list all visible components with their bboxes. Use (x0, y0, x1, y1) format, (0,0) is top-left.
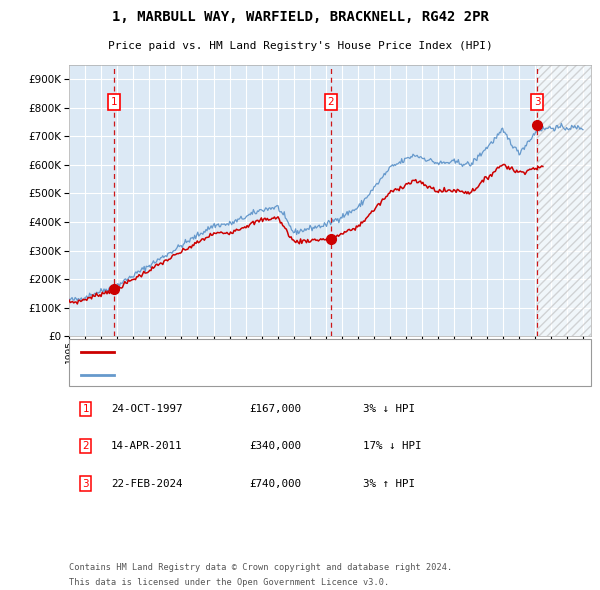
Text: 22-FEB-2024: 22-FEB-2024 (111, 478, 182, 489)
Text: 3% ↑ HPI: 3% ↑ HPI (363, 478, 415, 489)
Text: 1, MARBULL WAY, WARFIELD, BRACKNELL, RG42 2PR (detached house): 1, MARBULL WAY, WARFIELD, BRACKNELL, RG4… (121, 348, 493, 358)
Text: 24-OCT-1997: 24-OCT-1997 (111, 404, 182, 414)
Text: £340,000: £340,000 (249, 441, 301, 451)
Text: 14-APR-2011: 14-APR-2011 (111, 441, 182, 451)
Text: 1, MARBULL WAY, WARFIELD, BRACKNELL, RG42 2PR: 1, MARBULL WAY, WARFIELD, BRACKNELL, RG4… (112, 11, 488, 24)
Text: 3% ↓ HPI: 3% ↓ HPI (363, 404, 415, 414)
Text: Price paid vs. HM Land Registry's House Price Index (HPI): Price paid vs. HM Land Registry's House … (107, 41, 493, 51)
Text: £740,000: £740,000 (249, 478, 301, 489)
Text: 2: 2 (328, 97, 334, 107)
Text: Contains HM Land Registry data © Crown copyright and database right 2024.: Contains HM Land Registry data © Crown c… (69, 563, 452, 572)
Text: HPI: Average price, detached house, Bracknell Forest: HPI: Average price, detached house, Brac… (121, 370, 433, 379)
Text: 2: 2 (82, 441, 89, 451)
Text: This data is licensed under the Open Government Licence v3.0.: This data is licensed under the Open Gov… (69, 578, 389, 587)
Text: 1: 1 (111, 97, 118, 107)
Text: 3: 3 (82, 478, 89, 489)
Text: 17% ↓ HPI: 17% ↓ HPI (363, 441, 421, 451)
Text: £167,000: £167,000 (249, 404, 301, 414)
Text: 3: 3 (534, 97, 541, 107)
Text: 1: 1 (82, 404, 89, 414)
